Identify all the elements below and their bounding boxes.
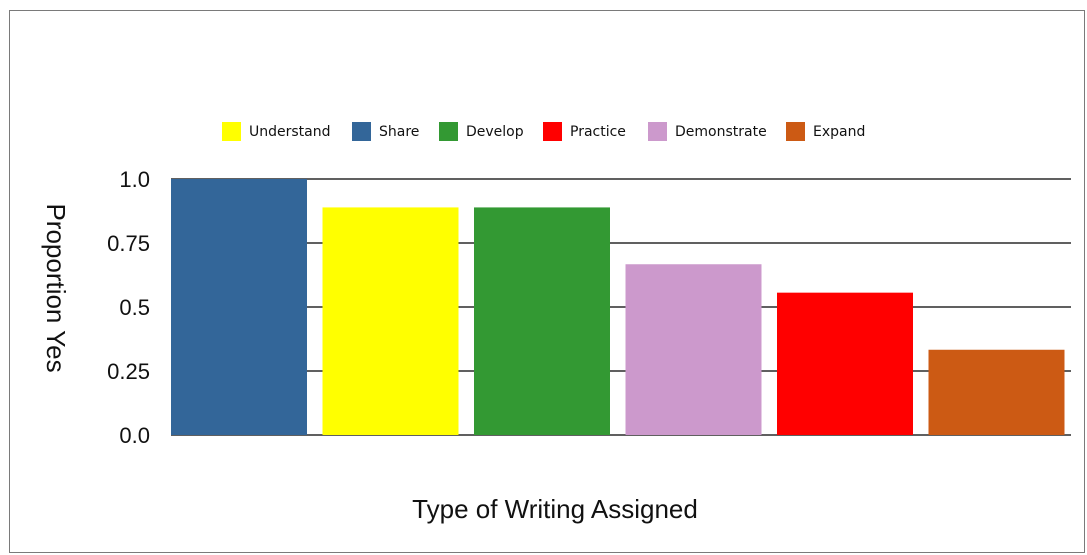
legend-swatch-develop: [439, 122, 458, 141]
y-tick-label-2: 0.5: [119, 295, 150, 320]
bar-develop: [474, 207, 610, 435]
legend-swatch-share: [352, 122, 371, 141]
bar-understand: [322, 207, 459, 435]
legend-swatch-understand: [222, 122, 241, 141]
legend-label-expand: Expand: [813, 124, 865, 140]
bar-demonstrate: [625, 264, 762, 435]
legend: Understand Share Develop Practice Demonstrat…: [222, 122, 865, 141]
x-axis-title: Type of Writing Assigned: [412, 494, 698, 524]
y-axis-ticks: 0.0 0.25 0.5 0.75 1.0: [107, 167, 150, 448]
y-tick-label-4: 1.0: [119, 167, 150, 192]
y-axis-title: Proportion Yes: [41, 203, 71, 372]
legend-label-demonstrate: Demonstrate: [675, 124, 767, 140]
legend-label-develop: Develop: [466, 124, 524, 140]
legend-swatch-expand: [786, 122, 805, 141]
gridlines: [171, 178, 1071, 436]
bar-share: [171, 179, 307, 435]
bar-practice: [777, 292, 913, 435]
bars: [171, 179, 1065, 435]
y-tick-label-0: 0.0: [119, 423, 150, 448]
legend-swatch-demonstrate: [648, 122, 667, 141]
y-tick-label-1: 0.25: [107, 359, 150, 384]
legend-label-practice: Practice: [570, 124, 626, 140]
legend-label-share: Share: [379, 124, 419, 140]
y-tick-label-3: 0.75: [107, 231, 150, 256]
legend-label-understand: Understand: [249, 124, 331, 140]
legend-swatch-practice: [543, 122, 562, 141]
bar-expand: [928, 349, 1065, 435]
